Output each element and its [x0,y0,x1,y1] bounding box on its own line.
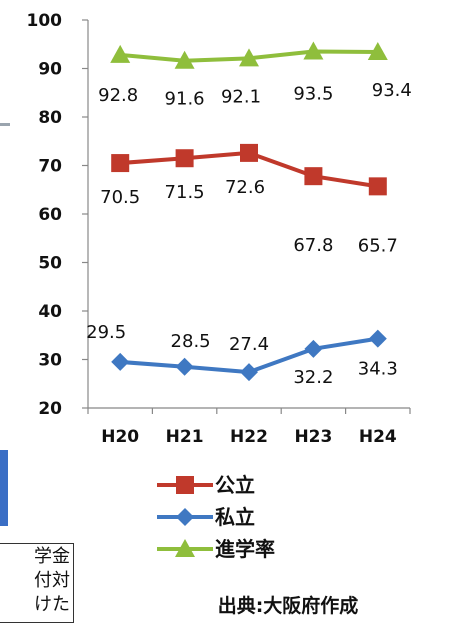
data-point [176,508,194,526]
data-point [303,41,324,60]
series-layer [110,41,388,382]
data-label: 65.7 [358,235,398,256]
data-label: 72.6 [225,177,265,198]
partial-element [0,123,10,126]
data-point [368,329,387,348]
data-label: 27.4 [229,334,269,355]
y-tick-label: 40 [38,302,62,322]
data-label: 29.5 [86,322,126,343]
side-box-line-2: 付対 [34,570,70,591]
y-tick-label: 20 [38,399,62,419]
legend-label: 公立 [215,473,255,497]
legend-label: 私立 [215,505,255,529]
data-point [304,167,323,186]
data-point [240,363,258,382]
data-label: 32.2 [293,367,333,388]
y-tick-label: 80 [38,108,62,128]
y-tick-label: 70 [38,157,62,177]
data-point [174,50,195,69]
y-tick-label: 60 [38,205,62,225]
data-point [175,149,194,168]
data-point [111,154,130,173]
data-point [176,476,194,494]
partial-blue-shape [0,450,8,526]
data-label: 93.5 [293,84,333,105]
x-tick-label: H20 [101,427,139,447]
data-point [368,177,387,196]
data-point [175,357,194,376]
y-tick-label: 100 [27,11,63,31]
data-label: 67.8 [293,235,333,256]
data-label: 92.1 [221,86,261,107]
axes: 20 30 40 50 60 70 80 90 100 H20 H21 H22 H23 H24 [27,11,411,447]
data-point [239,48,259,67]
data-point [240,143,258,162]
data-point [110,44,131,63]
data-point [304,339,323,358]
data-label: 71.5 [165,182,205,203]
y-tick-label: 90 [38,60,62,80]
y-tick-label: 30 [38,351,62,371]
data-label: 34.3 [358,359,398,380]
x-tick-label: H21 [166,427,204,447]
source-caption: 出典:大阪府作成 [218,594,359,617]
side-box-line-1: 学金 [34,546,70,567]
data-label: 91.6 [165,89,205,110]
x-tick-label: H22 [230,427,268,447]
partial-text-box: 学金 付対 けた [0,543,74,623]
legend-label: 進学率 [215,537,275,561]
x-tick-label: H24 [359,427,397,447]
x-tick-label: H23 [294,427,332,447]
data-point [111,352,130,371]
data-point [175,539,195,557]
data-point [367,42,388,61]
y-tick-label: 50 [38,254,62,274]
data-label: 93.4 [372,80,412,101]
side-box-line-3: けた [34,594,70,615]
data-label: 92.8 [98,85,138,106]
data-label: 70.5 [100,187,140,208]
data-label: 28.5 [171,331,211,352]
data-labels: 70.5 71.5 72.6 67.8 65.7 29.5 28.5 27.4 32.2 34.3… [86,80,412,388]
